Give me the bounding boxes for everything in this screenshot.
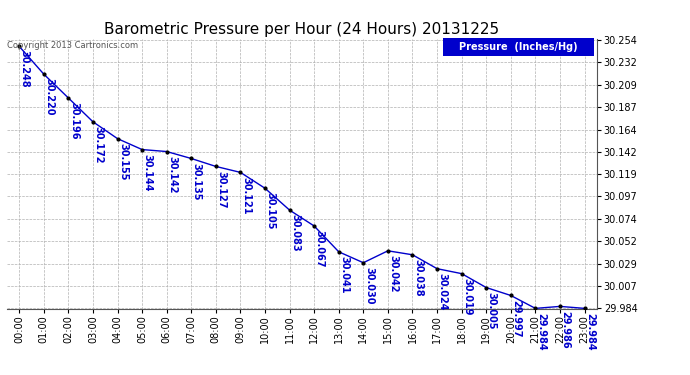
Title: Barometric Pressure per Hour (24 Hours) 20131225: Barometric Pressure per Hour (24 Hours) … <box>104 22 500 37</box>
Text: 30.105: 30.105 <box>266 192 275 230</box>
Text: 29.986: 29.986 <box>560 310 571 348</box>
Text: 30.144: 30.144 <box>143 154 152 191</box>
Text: 30.005: 30.005 <box>486 292 497 329</box>
Text: 30.142: 30.142 <box>167 156 177 193</box>
Text: Copyright 2013 Cartronics.com: Copyright 2013 Cartronics.com <box>8 41 139 50</box>
Text: 30.019: 30.019 <box>462 278 472 315</box>
Text: 30.135: 30.135 <box>192 163 201 200</box>
Text: 30.038: 30.038 <box>413 259 423 297</box>
Text: 30.248: 30.248 <box>20 51 30 88</box>
Text: 30.030: 30.030 <box>364 267 374 305</box>
Text: 30.172: 30.172 <box>93 126 104 164</box>
Text: 30.067: 30.067 <box>315 230 325 268</box>
Text: 30.121: 30.121 <box>241 177 251 214</box>
Text: 30.083: 30.083 <box>290 214 300 252</box>
Text: 30.196: 30.196 <box>69 102 79 140</box>
Text: 30.042: 30.042 <box>388 255 398 292</box>
Text: 30.127: 30.127 <box>217 171 226 208</box>
Text: 30.041: 30.041 <box>339 256 349 294</box>
Text: 29.997: 29.997 <box>511 300 522 337</box>
Text: 30.220: 30.220 <box>44 78 55 116</box>
Text: 30.024: 30.024 <box>437 273 448 310</box>
Text: 29.984: 29.984 <box>585 312 595 350</box>
Text: 30.155: 30.155 <box>118 143 128 180</box>
Text: 29.984: 29.984 <box>536 312 546 350</box>
